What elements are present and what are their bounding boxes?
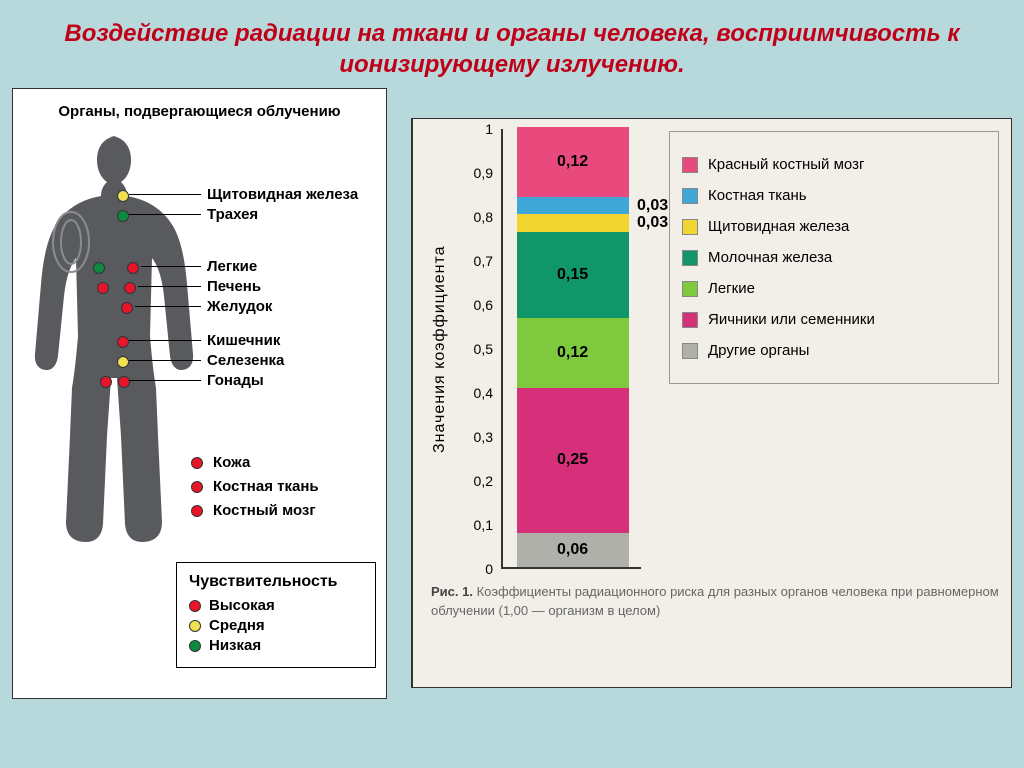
sensitivity-row: Высокая <box>189 597 363 614</box>
legend-swatch <box>682 188 698 204</box>
axis-tick: 0,7 <box>474 253 493 269</box>
chart-column: Значения коэффициента 00,10,20,30,40,50,… <box>431 129 641 569</box>
caption: Рис. 1. Коэффициенты радиационного риска… <box>431 583 999 619</box>
axis-tick: 0,3 <box>474 429 493 445</box>
legend-swatch <box>682 219 698 235</box>
chart-wrap: Значения коэффициента 00,10,20,30,40,50,… <box>431 129 999 569</box>
sensitivity-box: Чувствительность Высокая Средня Низкая <box>176 562 376 668</box>
legend-swatch <box>682 343 698 359</box>
organ-label: Трахея <box>129 206 258 223</box>
legend-swatch <box>682 281 698 297</box>
axis-tick: 0,2 <box>474 473 493 489</box>
legend-label: Легкие <box>708 280 755 297</box>
tissue-row: Костный мозг <box>191 502 316 519</box>
legend-label: Молочная железа <box>708 249 832 266</box>
caption-text: Коэффициенты радиационного риска для раз… <box>431 584 999 617</box>
tissue-row: Кожа <box>191 454 250 471</box>
legend-item: Легкие <box>682 280 986 297</box>
organ-label: Щитовидная железа <box>129 186 358 203</box>
legend-item: Щитовидная железа <box>682 218 986 235</box>
bar-segment-label: 0,03 <box>637 197 668 215</box>
right-panel: Значения коэффициента 0 0,1 0,2 0,3 0,4 0,5 0,… <box>411 118 1012 688</box>
sensitivity-title: Чувствительность <box>189 573 363 591</box>
organ-label: Желудок <box>135 298 272 315</box>
legend-label: Красный костный мозг <box>708 156 864 173</box>
axis-tick: 0,9 <box>474 165 493 181</box>
stacked-bar: 0,060,250,120,150,030,030,12 <box>501 129 641 569</box>
legend-label: Щитовидная железа <box>708 218 849 235</box>
page-title: Воздействие радиации на ткани и органы ч… <box>0 0 1024 88</box>
bar-segment-label: 0,06 <box>557 541 588 559</box>
legend-swatch <box>682 250 698 266</box>
sensitivity-row: Средня <box>189 617 363 634</box>
left-panel: Органы, подвергающиеся облучению Чувстви… <box>12 88 387 699</box>
legend-item: Костная ткань <box>682 187 986 204</box>
axis-tick: 0,1 <box>474 517 493 533</box>
body-area: Чувствительность Высокая Средня Низкая Щит… <box>21 130 378 690</box>
legend-item: Другие органы <box>682 342 986 359</box>
y-axis-label: Значения коэффициента <box>431 129 449 569</box>
axis-tick: 0,6 <box>474 297 493 313</box>
bar-segment-label: 0,12 <box>557 344 588 362</box>
axis-tick: 1 <box>485 121 493 137</box>
organ-label: Кишечник <box>129 332 280 349</box>
legend-swatch <box>682 157 698 173</box>
legend-item: Молочная железа <box>682 249 986 266</box>
bar-segment-thyroid <box>517 214 629 231</box>
legend: Красный костный мозг Костная ткань Щитовид… <box>659 129 999 569</box>
sensitivity-row: Низкая <box>189 637 363 654</box>
axis-tick: 0,8 <box>474 209 493 225</box>
legend-item: Яичники или семенники <box>682 311 986 328</box>
bar-segment-label: 0,12 <box>557 153 588 171</box>
axis-tick: 0,4 <box>474 385 493 401</box>
legend-label: Яичники или семенники <box>708 311 875 328</box>
legend-label: Костная ткань <box>708 187 807 204</box>
bar-segment-label: 0,03 <box>637 214 668 232</box>
bar-segment-bone <box>517 197 629 214</box>
axis-tick: 0 <box>485 561 493 577</box>
tissue-row: Костная ткань <box>191 478 319 495</box>
caption-label: Рис. 1. <box>431 584 473 599</box>
left-title: Органы, подвергающиеся облучению <box>21 103 378 120</box>
legend-swatch <box>682 312 698 328</box>
content: Органы, подвергающиеся облучению Чувстви… <box>0 88 1024 699</box>
organ-label: Гонады <box>129 372 264 389</box>
organ-label: Печень <box>138 278 261 295</box>
legend-box: Красный костный мозг Костная ткань Щитовид… <box>669 131 999 384</box>
bar-segment-label: 0,15 <box>557 266 588 284</box>
organ-label: Легкие <box>141 258 257 275</box>
y-axis: 00,10,20,30,40,50,60,70,80,91 <box>455 129 501 569</box>
organ-label: Селезенка <box>129 352 284 369</box>
axis-tick: 0,5 <box>474 341 493 357</box>
legend-label: Другие органы <box>708 342 809 359</box>
bar-segment-label: 0,25 <box>557 451 588 469</box>
legend-item: Красный костный мозг <box>682 156 986 173</box>
